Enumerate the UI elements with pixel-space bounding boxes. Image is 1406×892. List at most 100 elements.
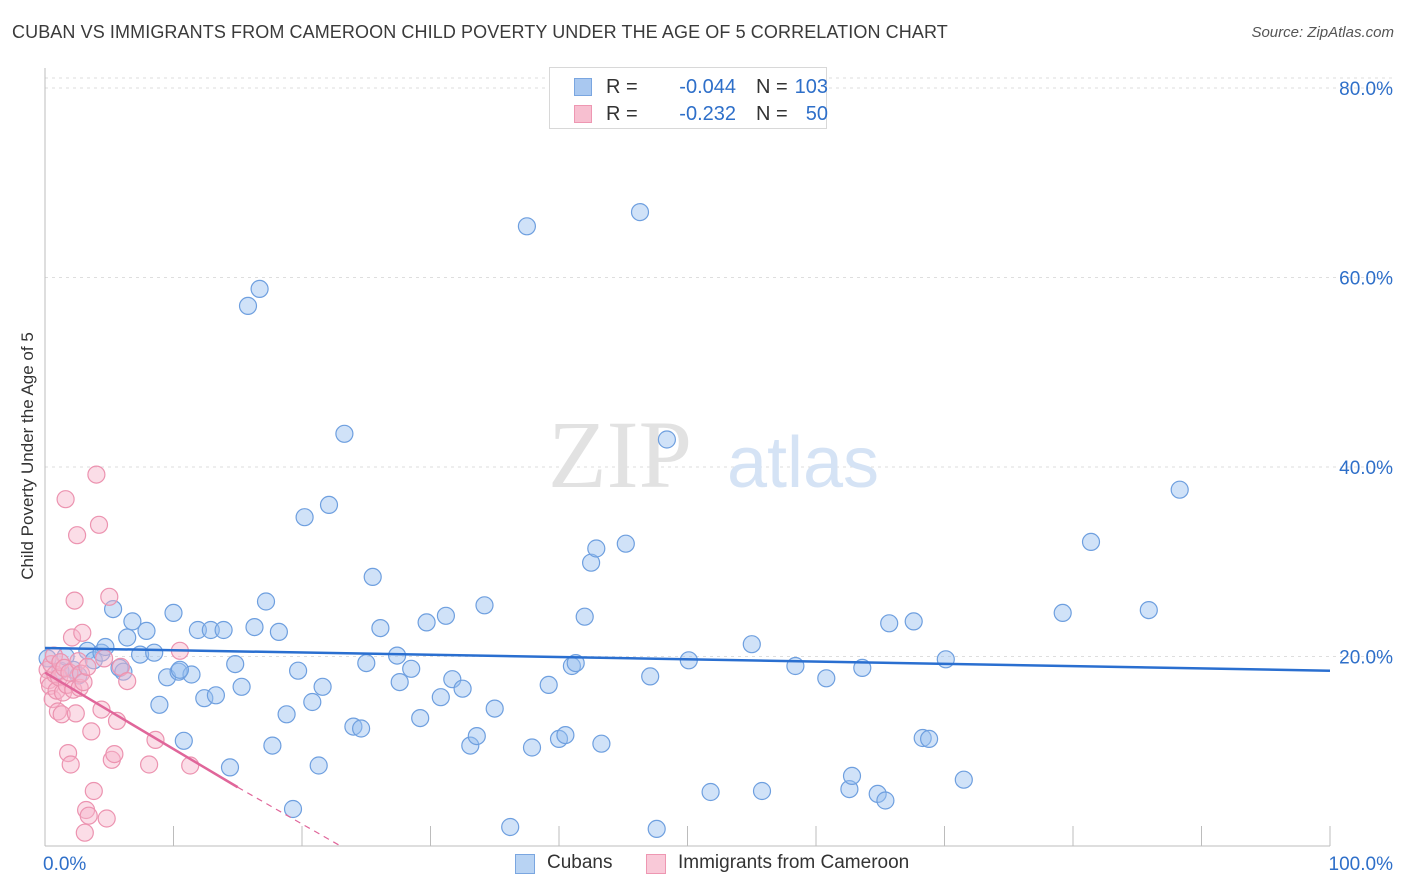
point-cubans xyxy=(954,770,973,789)
point-cubans xyxy=(752,781,772,801)
r-label: R = xyxy=(606,103,638,125)
trendline-cubans xyxy=(44,646,1331,672)
point-cubans xyxy=(164,603,183,623)
point-cubans xyxy=(170,660,189,679)
point-cubans xyxy=(188,620,207,640)
series-cubans xyxy=(38,203,1189,839)
point-cubans xyxy=(1081,532,1101,552)
y-tick-label: 80.0% xyxy=(1339,79,1393,100)
point-cubans xyxy=(876,791,895,810)
point-cameroon xyxy=(56,490,75,509)
legend-swatch-cameroon xyxy=(646,854,666,874)
point-cubans xyxy=(904,612,923,631)
point-cubans xyxy=(78,641,97,660)
point-cubans xyxy=(283,799,303,819)
point-cubans xyxy=(402,659,421,678)
n-label: N = xyxy=(756,103,788,125)
point-cameroon xyxy=(75,823,94,842)
point-cameroon xyxy=(140,755,159,774)
trendline-cameroon xyxy=(237,786,341,847)
point-cameroon xyxy=(82,722,101,741)
point-cubans xyxy=(295,508,314,527)
watermark: ZIP atlas xyxy=(548,401,879,508)
point-cubans xyxy=(641,667,660,686)
point-cubans xyxy=(256,592,276,611)
point-cubans xyxy=(701,782,720,802)
point-cubans xyxy=(742,635,761,654)
point-cameroon xyxy=(52,705,71,724)
point-cameroon xyxy=(94,649,114,668)
point-cubans xyxy=(114,662,133,681)
stats-swatch-cameroon xyxy=(574,105,592,123)
point-cubans xyxy=(587,539,606,558)
point-cameroon xyxy=(89,515,109,534)
point-cubans xyxy=(245,617,264,637)
r-value: -0.232 xyxy=(679,103,736,125)
point-cubans xyxy=(657,430,677,449)
r-label: R = xyxy=(606,76,638,98)
point-cubans xyxy=(352,719,371,738)
point-cubans xyxy=(436,606,455,625)
point-cubans xyxy=(232,677,251,696)
point-cubans xyxy=(417,613,436,632)
point-cubans xyxy=(1053,603,1072,623)
point-cubans xyxy=(388,646,407,665)
point-cubans xyxy=(647,819,666,839)
point-cameroon xyxy=(73,623,92,642)
point-cameroon xyxy=(61,755,80,774)
point-cubans xyxy=(195,689,214,708)
point-cubans xyxy=(1139,600,1158,620)
point-cubans xyxy=(592,734,611,753)
point-cubans xyxy=(913,728,932,748)
point-cameroon xyxy=(66,704,85,723)
trend-lines xyxy=(44,646,1331,847)
point-cameroon xyxy=(97,809,116,828)
point-cubans xyxy=(453,679,472,698)
point-cubans xyxy=(842,766,862,786)
stats-swatch-cubans xyxy=(574,78,592,96)
point-cubans xyxy=(335,424,354,443)
point-cubans xyxy=(363,567,382,587)
point-cubans xyxy=(630,203,650,222)
n-value: 50 xyxy=(805,103,828,125)
point-cubans xyxy=(145,643,164,662)
point-cubans xyxy=(220,758,240,777)
series-cameroon xyxy=(38,465,200,842)
axes xyxy=(44,68,1331,847)
point-cameroon xyxy=(92,700,111,719)
point-cubans xyxy=(616,534,635,553)
point-cubans xyxy=(566,653,585,673)
point-cubans xyxy=(556,725,575,745)
point-cameroon xyxy=(65,591,84,610)
grid-lines xyxy=(45,77,1395,657)
y-tick-label: 20.0% xyxy=(1339,648,1393,669)
point-cubans xyxy=(475,596,494,615)
point-cubans xyxy=(214,620,233,640)
point-cameroon xyxy=(118,671,137,691)
point-cameroon xyxy=(62,628,82,647)
point-cubans xyxy=(539,675,558,695)
chart-title: CUBAN VS IMMIGRANTS FROM CAMEROON CHILD … xyxy=(12,22,948,42)
point-cubans xyxy=(485,699,504,718)
point-cameroon xyxy=(87,465,106,484)
point-cubans xyxy=(150,695,169,714)
point-cubans xyxy=(137,621,156,641)
legend-label: Immigrants from Cameroon xyxy=(678,852,910,873)
point-cubans xyxy=(880,614,899,633)
point-cubans xyxy=(371,618,390,638)
point-cubans xyxy=(309,756,328,775)
point-cubans xyxy=(238,296,258,315)
point-cubans xyxy=(467,726,486,746)
x-tick-label: 0.0% xyxy=(43,854,86,875)
point-cubans xyxy=(118,628,137,647)
point-cameroon xyxy=(79,806,98,825)
point-cameroon xyxy=(100,587,119,606)
point-cubans xyxy=(390,672,409,692)
point-cubans xyxy=(522,738,542,757)
point-cubans xyxy=(269,622,288,642)
r-value: -0.044 xyxy=(679,76,736,98)
point-cameroon xyxy=(84,781,103,801)
point-cubans xyxy=(357,653,376,673)
point-cameroon xyxy=(74,672,93,692)
